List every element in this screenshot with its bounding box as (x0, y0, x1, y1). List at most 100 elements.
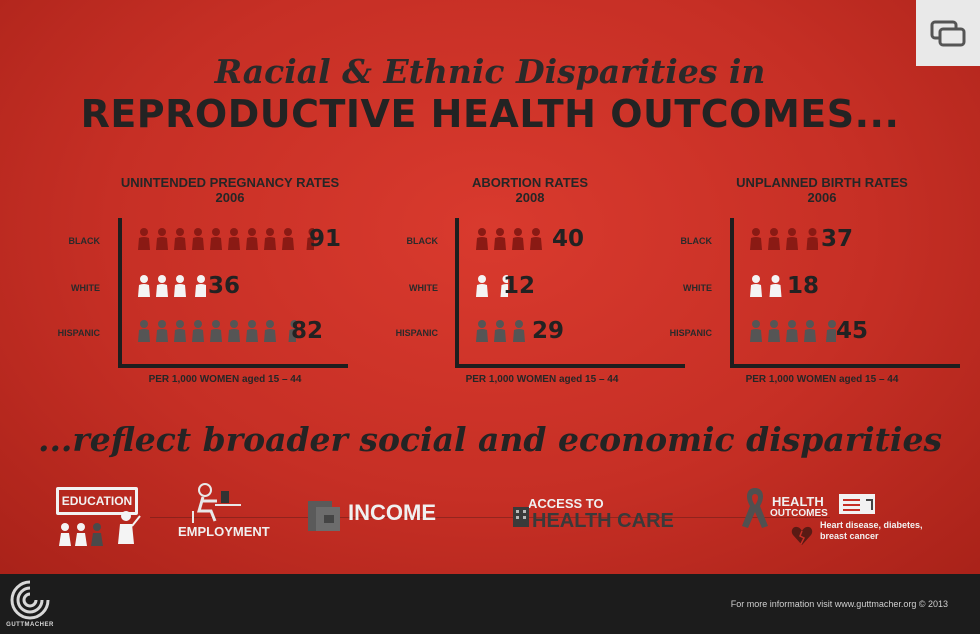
data-value: 40 (552, 226, 585, 252)
pictograph-bar (748, 275, 784, 297)
expand-button[interactable] (916, 0, 980, 66)
person-icon (156, 228, 168, 250)
row-label-hispanic: HISPANIC (669, 328, 712, 338)
person-icon (210, 320, 222, 342)
person-icon (306, 228, 314, 250)
title-line-2: REPRODUCTIVE HEALTH OUTCOMES... (80, 92, 900, 136)
data-value: 12 (503, 273, 536, 299)
y-axis (730, 218, 734, 364)
wallet-icon (308, 501, 340, 531)
panel-title: ABORTION RATES (471, 175, 589, 190)
person-icon (156, 320, 168, 342)
person-icon (282, 228, 294, 250)
person-icon (138, 320, 150, 342)
person-icon (786, 320, 798, 342)
person-icon (138, 228, 150, 250)
units-note: PER 1,000 WOMEN aged 15 – 44 (148, 374, 302, 385)
panel-title: UNINTENDED PREGNANCY RATES (120, 175, 340, 190)
title-line-1: Racial & Ethnic Disparities in (214, 52, 766, 91)
panel-year: 2008 (515, 190, 545, 205)
x-axis (730, 364, 960, 368)
person-icon (156, 275, 168, 297)
person-icon (804, 320, 816, 342)
clipboard-icon (839, 494, 875, 514)
person-icon (750, 275, 762, 297)
y-axis (118, 218, 122, 364)
person-icon (750, 320, 762, 342)
row-label-hispanic: HISPANIC (395, 328, 438, 338)
person-icon (228, 228, 240, 250)
teacher-icon (118, 511, 141, 544)
person-icon (806, 228, 818, 250)
income-label: INCOME (348, 500, 436, 525)
person-icon (476, 320, 488, 342)
chart-panel-abortion: ABORTION RATES 2008 (380, 172, 680, 392)
person-icon (826, 320, 836, 342)
pictograph-bar (474, 320, 528, 342)
person-icon (59, 523, 103, 546)
person-icon (512, 228, 524, 250)
person-icon (513, 320, 525, 342)
x-axis (118, 364, 348, 368)
data-value: 45 (836, 318, 869, 344)
person-icon (476, 228, 488, 250)
panel-year: 2006 (807, 190, 837, 205)
x-axis (455, 364, 685, 368)
person-icon (494, 320, 506, 342)
pictograph-bar (748, 228, 820, 250)
expand-icon (930, 20, 966, 47)
person-icon (500, 275, 508, 297)
access-label-line2: HEALTH CARE (532, 510, 674, 532)
education-label: EDUCATION (56, 487, 138, 515)
person-icon (288, 320, 296, 342)
units-note: PER 1,000 WOMEN aged 15 – 44 (745, 374, 899, 385)
row-label-white: WHITE (683, 283, 712, 293)
subtitle: ...reflect broader social and economic d… (37, 420, 943, 459)
row-label-black: BLACK (68, 236, 101, 246)
employment-label: EMPLOYMENT (178, 524, 270, 539)
broken-heart-icon (791, 526, 813, 545)
panel-year: 2006 (215, 190, 245, 205)
logo-text: GUTTMACHER (6, 622, 54, 628)
infographic: Racial & Ethnic Disparities in REPRODUCT… (0, 0, 980, 574)
row-label-black: BLACK (680, 236, 713, 246)
pictograph-bar (136, 320, 298, 342)
data-value: 82 (291, 318, 324, 344)
row-label-black: BLACK (406, 236, 439, 246)
person-icon (786, 228, 798, 250)
y-axis (455, 218, 459, 364)
person-icon (228, 320, 240, 342)
person-icon (494, 228, 506, 250)
footer: GUTTMACHER For more information visit ww… (0, 574, 980, 634)
person-icon (138, 275, 150, 297)
row-label-white: WHITE (409, 283, 438, 293)
person-icon (195, 275, 206, 297)
row-label-hispanic: HISPANIC (57, 328, 100, 338)
person-icon (210, 228, 222, 250)
data-value: 18 (787, 273, 820, 299)
person-icon (246, 320, 258, 342)
person-icon (750, 228, 762, 250)
person-icon (246, 228, 258, 250)
data-value: 37 (821, 226, 854, 252)
health-label-line2: OUTCOMES (770, 508, 828, 519)
person-icon (174, 228, 186, 250)
health-note: Heart disease, diabetes, breast cancer (820, 520, 923, 541)
desk-worker-icon (192, 483, 241, 523)
person-icon (264, 320, 276, 342)
units-note: PER 1,000 WOMEN aged 15 – 44 (465, 374, 619, 385)
person-icon (174, 320, 186, 342)
pictograph-bar (474, 275, 510, 297)
guttmacher-logo-icon (10, 580, 50, 620)
person-icon (476, 275, 488, 297)
person-icon (768, 320, 780, 342)
hospital-icon (513, 507, 529, 527)
connector-line (150, 517, 830, 518)
data-value: 91 (309, 226, 342, 252)
person-icon (768, 228, 780, 250)
person-icon (769, 275, 782, 297)
pictograph-bar (474, 228, 546, 250)
row-label-white: WHITE (71, 283, 100, 293)
access-label-line1: ACCESS TO (528, 496, 604, 511)
data-value: 36 (208, 273, 241, 299)
